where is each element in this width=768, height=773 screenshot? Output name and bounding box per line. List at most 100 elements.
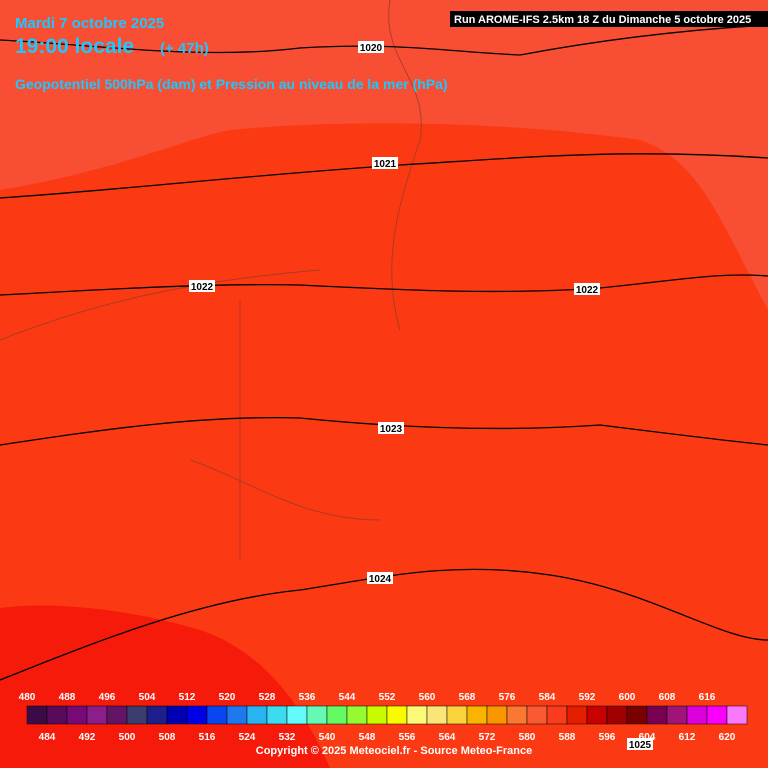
- colorbar-label: 600: [619, 692, 636, 703]
- isobar-labels: 1020 1021 1022 1022 1023 1024 1025: [189, 41, 653, 751]
- colorbar-label: 504: [139, 692, 156, 703]
- isobar: [0, 274, 768, 296]
- color-swatch: [386, 705, 408, 725]
- lead-time: (+ 47h): [160, 40, 209, 57]
- colorbar-label: 484: [39, 732, 56, 743]
- colorbar-label: 532: [279, 732, 296, 743]
- color-swatch: [406, 705, 428, 725]
- colorbar-label: 604: [639, 732, 656, 743]
- isobar-label-bg: [378, 422, 404, 434]
- color-swatch: [346, 705, 368, 725]
- colorbar-label: 536: [299, 692, 316, 703]
- colorbar-label: 616: [699, 692, 716, 703]
- isobar-label-bg: [367, 572, 393, 584]
- color-swatch: [646, 705, 668, 725]
- run-box: [450, 11, 768, 27]
- color-swatch: [26, 705, 48, 725]
- isobar-label: 1023: [380, 424, 403, 435]
- color-swatch: [226, 705, 248, 725]
- color-swatch: [666, 705, 688, 725]
- colorbar-label: 512: [179, 692, 196, 703]
- color-swatch: [66, 705, 88, 725]
- colorbar-label: 608: [659, 692, 676, 703]
- color-swatch: [426, 705, 448, 725]
- region-584: [0, 605, 330, 768]
- color-swatch: [566, 705, 588, 725]
- color-swatch: [166, 705, 188, 725]
- run-info: Run AROME-IFS 2.5km 18 Z du Dimanche 5 o…: [454, 14, 751, 26]
- isobar-label-bg: [574, 283, 600, 295]
- color-swatch: [306, 705, 328, 725]
- colorbar-label: 564: [439, 732, 456, 743]
- color-swatch: [126, 705, 148, 725]
- isobar-label: 1022: [191, 282, 214, 293]
- color-swatch: [146, 705, 168, 725]
- colorbar-label: 544: [339, 692, 356, 703]
- isobar-label-bg: [358, 41, 384, 53]
- colorbar-label: 588: [559, 732, 576, 743]
- isobar: [0, 153, 768, 199]
- color-swatch: [506, 705, 528, 725]
- colorbar-label: 540: [319, 732, 336, 743]
- colorbar-label: 580: [519, 732, 536, 743]
- isobar-label: 1024: [369, 574, 392, 585]
- coastlines: [0, 0, 422, 560]
- color-swatch: [246, 705, 268, 725]
- color-swatch: [586, 705, 608, 725]
- color-swatch: [686, 705, 708, 725]
- color-swatch: [86, 705, 108, 725]
- color-swatch: [326, 705, 348, 725]
- colorbar-label: 552: [379, 692, 396, 703]
- color-swatch: [546, 705, 568, 725]
- colorbar-label: 496: [99, 692, 116, 703]
- colorbar-label: 584: [539, 692, 556, 703]
- color-swatch: [726, 705, 748, 725]
- color-swatch: [46, 705, 68, 725]
- colorbar-label: 596: [599, 732, 616, 743]
- isobar-label-bg: [627, 738, 653, 750]
- colorbar-label: 488: [59, 692, 76, 703]
- color-swatch: [366, 705, 388, 725]
- isobar-label: 1021: [374, 159, 397, 170]
- field-title: Geopotentiel 500hPa (dam) et Pression au…: [15, 76, 448, 92]
- color-swatch: [446, 705, 468, 725]
- isobar-label-bg: [372, 157, 398, 169]
- colorbar-label: 480: [19, 692, 36, 703]
- color-swatch: [526, 705, 548, 725]
- colorbar-label: 520: [219, 692, 236, 703]
- color-swatch: [266, 705, 288, 725]
- time: 19:00 locale: [15, 35, 134, 58]
- colorbar-label: 528: [259, 692, 276, 703]
- isobar: [0, 24, 768, 56]
- color-swatch: [486, 705, 508, 725]
- colorbar-label: 568: [459, 692, 476, 703]
- colorbar-label: 492: [79, 732, 96, 743]
- color-swatch: [626, 705, 648, 725]
- colorbar-label: 576: [499, 692, 516, 703]
- isobar-label-bg: [189, 280, 215, 292]
- color-swatch: [466, 705, 488, 725]
- colorbar-label: 556: [399, 732, 416, 743]
- isobar-label: 1025: [629, 740, 652, 751]
- color-swatch: [606, 705, 628, 725]
- colorbar-label: 560: [419, 692, 436, 703]
- color-swatch: [206, 705, 228, 725]
- copyright: Copyright © 2025 Meteociel.fr - Source M…: [256, 745, 532, 757]
- colorbar-label: 612: [679, 732, 696, 743]
- color-swatch: [706, 705, 728, 725]
- color-swatch: [286, 705, 308, 725]
- colorbar-label: 572: [479, 732, 496, 743]
- colorbar-label: 508: [159, 732, 176, 743]
- colorbar-label: 500: [119, 732, 136, 743]
- colorbar: 480 484 488 492 496 500 504 508 512 516 520 524 528 5…: [19, 692, 748, 743]
- isobar-label: 1020: [360, 43, 383, 54]
- colorbar-label: 620: [719, 732, 736, 743]
- isobar-label: 1022: [576, 285, 599, 296]
- color-swatch: [106, 705, 128, 725]
- color-swatch: [186, 705, 208, 725]
- colorbar-label: 516: [199, 732, 216, 743]
- date: Mardi 7 octobre 2025: [15, 15, 164, 32]
- colorbar-label: 548: [359, 732, 376, 743]
- isobar: [0, 416, 768, 446]
